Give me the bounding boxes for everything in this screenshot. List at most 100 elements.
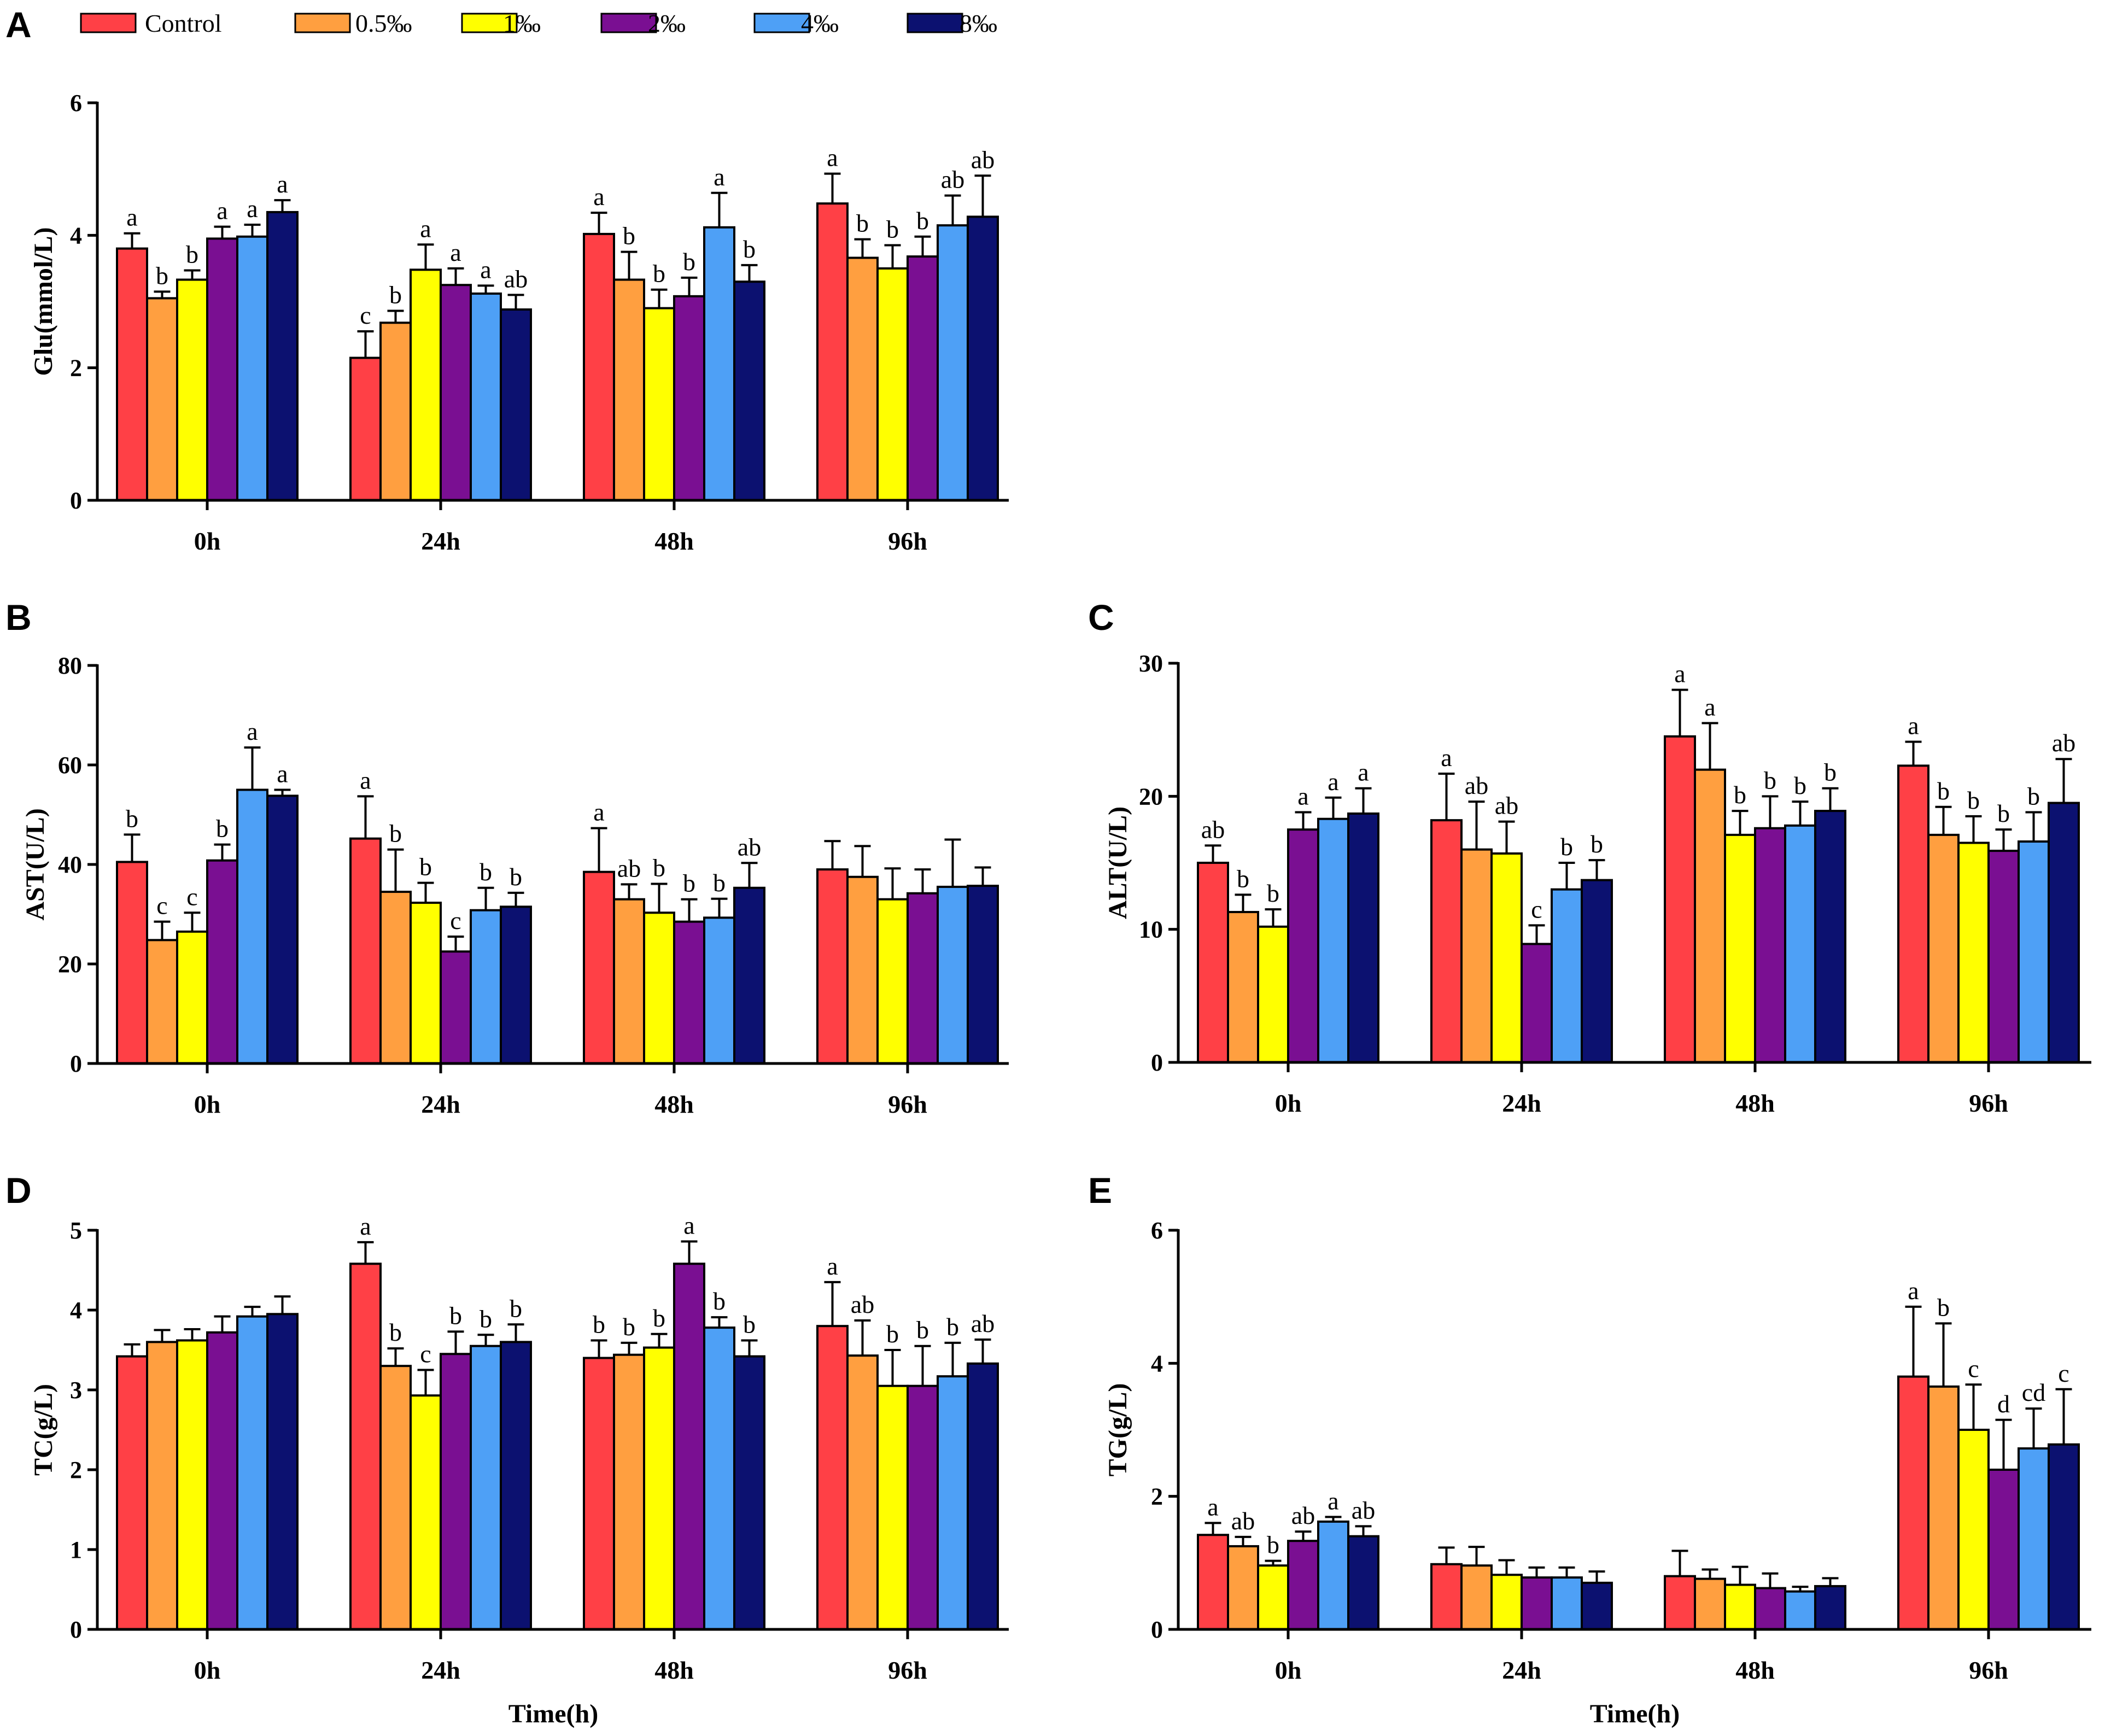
bar (1694, 1577, 1726, 1631)
significance-letter: b (1764, 766, 1776, 794)
bar (1490, 852, 1523, 1063)
y-tick-label: 0 (70, 1050, 82, 1077)
x-axis-title: Time(h) (508, 1699, 598, 1728)
bar (1814, 1585, 1846, 1631)
significance-letter: a (683, 1211, 694, 1239)
y-tick-label: 40 (58, 851, 82, 878)
significance-letter: b (1734, 781, 1746, 809)
bar (146, 939, 178, 1065)
bar (440, 284, 472, 501)
bar (643, 911, 675, 1065)
bar (266, 211, 299, 501)
panel-letter: D (5, 1170, 32, 1211)
bar (1784, 824, 1816, 1064)
significance-letter: a (420, 214, 431, 242)
significance-letter: ab (941, 166, 964, 194)
bar (907, 255, 939, 501)
bar (816, 202, 849, 501)
significance-letter: b (623, 222, 635, 250)
panel-letter: C (1088, 597, 1114, 638)
bar (1490, 1574, 1523, 1631)
x-tick-label: 24h (421, 1090, 460, 1118)
significance-letter: a (247, 717, 258, 745)
significance-letter: b (2027, 782, 2040, 810)
significance-letter: c (1968, 1354, 1979, 1382)
y-tick-label: 20 (1139, 783, 1163, 810)
bar (176, 930, 208, 1065)
significance-letter: a (1441, 744, 1452, 771)
bar (379, 322, 412, 501)
significance-letter: b (1267, 879, 1279, 907)
y-axis-title: Glu(mmol/L) (29, 227, 58, 376)
significance-letter: c (450, 907, 461, 934)
significance-letter: b (1237, 864, 1249, 892)
bar (937, 885, 969, 1065)
bar (470, 292, 502, 502)
bar (937, 224, 969, 501)
significance-letter: b (1560, 833, 1573, 861)
panel-letter: B (5, 597, 32, 638)
y-tick-label: 0 (1151, 1049, 1163, 1076)
significance-letter: b (593, 1310, 605, 1338)
significance-letter: b (683, 248, 695, 276)
significance-letter: b (916, 207, 929, 235)
bar (703, 1326, 735, 1631)
significance-letter: a (217, 197, 227, 225)
x-tick-label: 48h (1735, 1089, 1775, 1117)
significance-letter: ab (1495, 792, 1518, 820)
significance-letter: a (450, 238, 461, 266)
significance-letter: b (216, 815, 229, 843)
bar (846, 875, 879, 1065)
bar (116, 1355, 148, 1630)
bar (1897, 764, 1929, 1064)
significance-letter: a (1358, 758, 1369, 786)
y-tick-label: 4 (1151, 1350, 1163, 1377)
y-axis-title: AST(U/L) (21, 808, 50, 920)
bar (116, 247, 148, 501)
legend-label-5: 8‰ (960, 9, 997, 37)
legend-label-4: 4‰ (801, 9, 839, 37)
bar (500, 308, 532, 501)
bar (643, 307, 675, 501)
significance-letter: b (419, 853, 432, 881)
y-tick-label: 0 (70, 487, 82, 514)
bar (116, 861, 148, 1065)
significance-letter: b (623, 1313, 635, 1341)
bar (1460, 1564, 1493, 1630)
significance-letter: a (126, 203, 137, 231)
bar (2018, 1447, 2050, 1630)
bar (583, 870, 615, 1065)
y-axis-title: TG(g/L) (1103, 1383, 1132, 1477)
bar (1227, 911, 1259, 1063)
bar (1347, 1535, 1379, 1631)
bar (1957, 841, 1990, 1063)
x-tick-label: 0h (1275, 1089, 1302, 1117)
x-tick-label: 0h (194, 1090, 221, 1118)
significance-letter: a (360, 766, 371, 794)
significance-letter: ab (1291, 1501, 1315, 1529)
bar (206, 237, 238, 501)
significance-letter: ab (617, 854, 641, 882)
bar (967, 885, 999, 1065)
x-tick-label: 96h (888, 1656, 927, 1684)
significance-letter: b (510, 863, 522, 891)
bar (876, 1384, 909, 1630)
bar (470, 1345, 502, 1630)
bar (1197, 862, 1229, 1063)
bar (1927, 833, 1960, 1064)
significance-letter: b (653, 1304, 665, 1332)
bar (1287, 1540, 1319, 1631)
bar (2048, 1443, 2080, 1630)
bar (206, 859, 238, 1065)
bar (500, 905, 532, 1065)
bar (1664, 1575, 1696, 1631)
y-axis-title: TC(g/L) (29, 1384, 58, 1476)
bar (349, 837, 382, 1065)
bar (673, 1262, 705, 1631)
bar (673, 920, 705, 1065)
significance-letter: b (713, 869, 726, 897)
